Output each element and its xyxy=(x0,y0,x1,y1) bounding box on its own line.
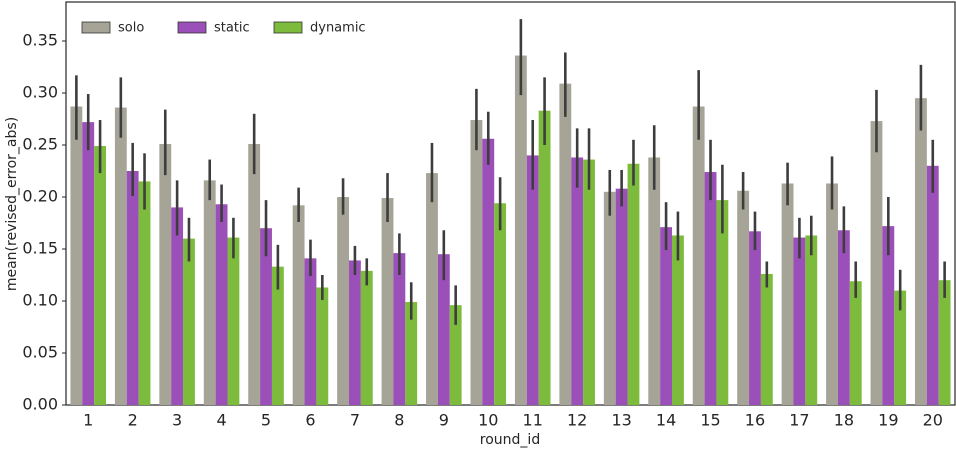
x-tick-label: 14 xyxy=(656,411,676,430)
bar xyxy=(760,273,773,405)
bar xyxy=(304,258,317,405)
x-tick-label: 8 xyxy=(394,411,404,430)
legend-swatch xyxy=(81,21,111,34)
y-tick-label: 0.25 xyxy=(22,135,58,154)
bar xyxy=(849,281,862,405)
x-tick-label: 13 xyxy=(611,411,631,430)
bar xyxy=(114,107,127,405)
bar xyxy=(648,157,661,405)
y-tick-label: 0.05 xyxy=(22,343,58,362)
bar xyxy=(704,172,717,405)
bar xyxy=(627,163,640,405)
x-tick-label: 9 xyxy=(439,411,449,430)
bar xyxy=(737,190,750,405)
legend-label: solo xyxy=(118,21,144,36)
bar xyxy=(94,146,107,406)
bar xyxy=(405,302,418,405)
y-tick-label: 0.30 xyxy=(22,83,58,102)
bar xyxy=(559,83,572,405)
bar xyxy=(716,200,729,405)
bar xyxy=(672,235,684,405)
x-tick-label: 17 xyxy=(789,411,809,430)
bar xyxy=(360,270,373,405)
x-tick-label: 3 xyxy=(172,411,182,430)
legend-swatch xyxy=(273,21,303,34)
bar xyxy=(70,106,83,406)
x-tick-label: 10 xyxy=(478,411,498,430)
x-tick-label: 20 xyxy=(923,411,943,430)
bar xyxy=(203,180,216,405)
bar xyxy=(348,260,361,405)
bar xyxy=(159,143,172,405)
bar xyxy=(138,181,151,405)
y-tick-label: 0.10 xyxy=(22,291,58,310)
bar xyxy=(482,138,495,405)
bar xyxy=(526,155,539,405)
legend-label: dynamic xyxy=(310,21,366,36)
bar xyxy=(615,188,628,405)
bar xyxy=(82,122,95,406)
x-tick-label: 4 xyxy=(216,411,226,430)
bar xyxy=(126,171,139,405)
bar xyxy=(793,237,806,405)
bar xyxy=(781,183,794,405)
y-tick-label: 0.15 xyxy=(22,239,58,258)
x-tick-label: 5 xyxy=(261,411,271,430)
bar xyxy=(183,238,195,405)
x-tick-label: 19 xyxy=(878,411,898,430)
y-tick-label: 0.35 xyxy=(22,31,58,50)
x-tick-label: 12 xyxy=(567,411,587,430)
bar xyxy=(248,143,261,405)
bar xyxy=(583,159,595,405)
x-tick-label: 16 xyxy=(745,411,765,430)
bar xyxy=(603,191,616,405)
bar xyxy=(826,183,838,405)
bar xyxy=(749,231,761,405)
bar xyxy=(837,230,850,405)
x-tick-label: 15 xyxy=(700,411,720,430)
x-tick-label: 6 xyxy=(305,411,315,430)
bar xyxy=(538,110,551,406)
bar xyxy=(571,157,584,405)
bar xyxy=(870,121,883,405)
bar xyxy=(437,254,450,405)
bar xyxy=(393,253,406,405)
legend-label: static xyxy=(214,21,250,36)
bar xyxy=(660,227,673,405)
bar xyxy=(426,173,438,405)
y-tick-label: 0.00 xyxy=(22,395,58,414)
y-axis-label: mean(revised_error_abs) xyxy=(4,117,20,291)
bar xyxy=(914,98,927,405)
x-tick-label: 2 xyxy=(128,411,138,430)
bar xyxy=(470,120,483,405)
x-tick-label: 1 xyxy=(83,411,93,430)
bar xyxy=(692,106,705,406)
x-axis-label: round_id xyxy=(480,432,540,448)
legend-swatch xyxy=(177,21,207,34)
bar xyxy=(894,290,907,405)
bar xyxy=(292,205,305,405)
bar xyxy=(260,228,272,405)
x-tick-label: 11 xyxy=(523,411,543,430)
x-tick-label: 7 xyxy=(350,411,360,430)
bar xyxy=(514,55,527,406)
bar xyxy=(449,305,462,405)
bar xyxy=(171,207,184,405)
bar xyxy=(882,226,895,405)
y-tick-label: 0.20 xyxy=(22,187,58,206)
bar xyxy=(926,165,939,405)
bar xyxy=(227,237,240,405)
bar xyxy=(215,204,228,405)
plot-frame xyxy=(65,1,956,406)
bar xyxy=(938,280,951,405)
bar xyxy=(494,203,507,405)
bar xyxy=(337,197,349,405)
bar xyxy=(805,235,818,405)
bar xyxy=(316,287,329,405)
bar xyxy=(381,198,394,405)
x-tick-label: 18 xyxy=(834,411,854,430)
bar xyxy=(271,266,284,405)
